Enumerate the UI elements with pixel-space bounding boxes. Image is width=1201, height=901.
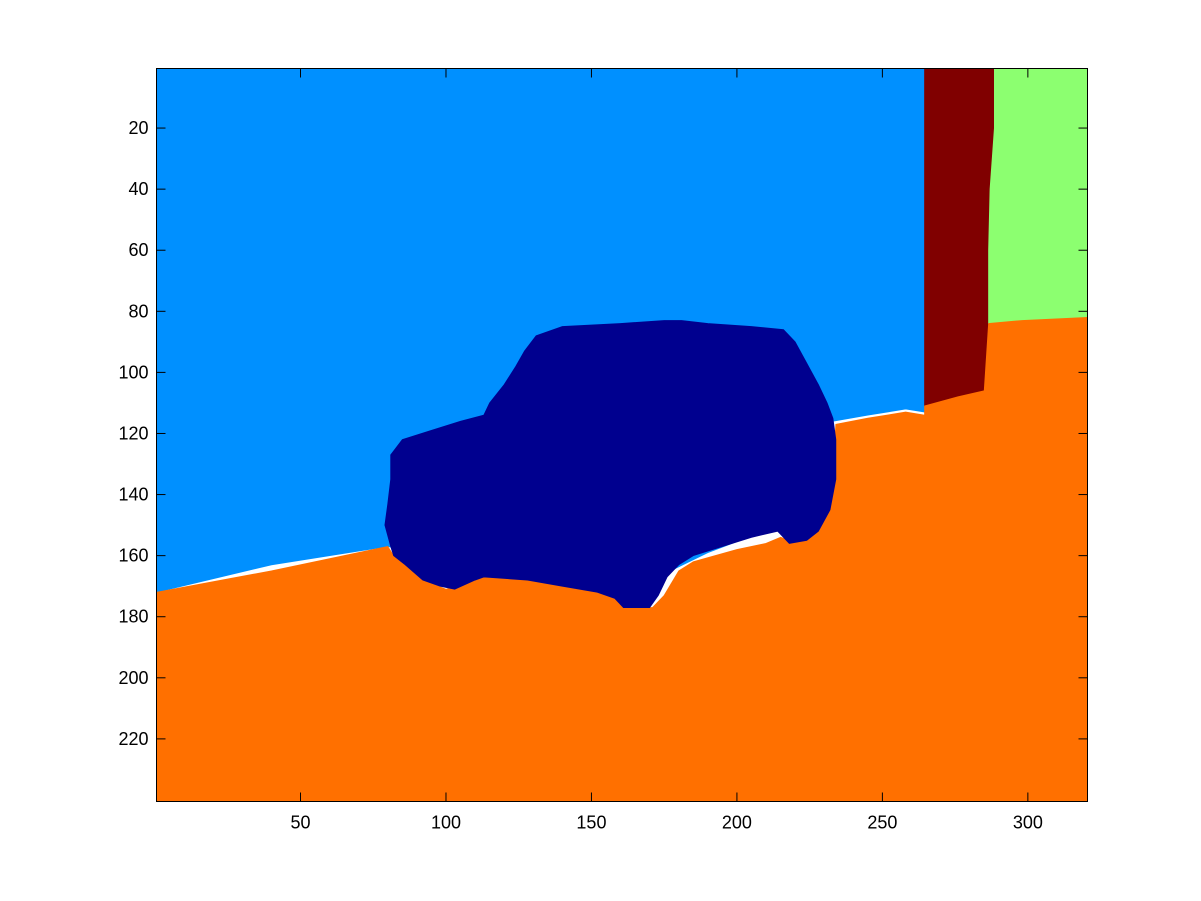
region-4 — [384, 320, 837, 608]
region-2 — [988, 68, 1088, 324]
x-tick-label: 250 — [867, 813, 897, 833]
x-tick-label: 100 — [431, 813, 461, 833]
y-tick-label: 220 — [118, 729, 148, 749]
y-tick-label: 60 — [128, 240, 148, 260]
x-tick-label: 50 — [290, 813, 310, 833]
x-tick-label: 150 — [576, 813, 606, 833]
y-tick-label: 180 — [118, 607, 148, 627]
x-tick-label: 200 — [722, 813, 752, 833]
y-tick-label: 80 — [128, 301, 148, 321]
y-tick-label: 100 — [118, 362, 148, 382]
axes-box — [156, 68, 1088, 802]
region-1 — [924, 68, 995, 407]
y-tick-label: 40 — [128, 179, 148, 199]
y-tick-label: 20 — [128, 118, 148, 138]
x-ticks: 50 100 150 200 250 300 — [290, 68, 1043, 833]
plot-regions — [156, 68, 1088, 802]
y-ticks: 20 40 60 80 100 120 140 160 180 200 220 — [118, 118, 1088, 749]
x-tick-label: 300 — [1013, 813, 1043, 833]
y-tick-label: 200 — [118, 668, 148, 688]
y-tick-label: 120 — [118, 423, 148, 443]
y-tick-label: 160 — [118, 546, 148, 566]
y-tick-label: 140 — [118, 485, 148, 505]
